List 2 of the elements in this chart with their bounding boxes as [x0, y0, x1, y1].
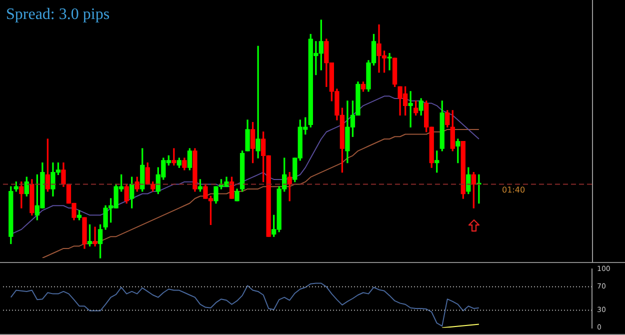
text: 01:40 [502, 185, 526, 194]
chart-title: Spread: 3.0 pips [6, 6, 110, 24]
